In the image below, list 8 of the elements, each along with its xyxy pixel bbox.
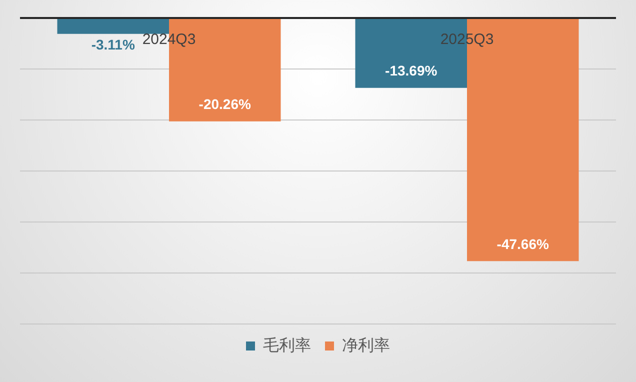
data-label: -47.66% [496, 236, 550, 252]
legend-label: 净利率 [342, 336, 390, 354]
x-tick-label: 2024Q3 [142, 31, 196, 48]
legend-label: 毛利率 [263, 336, 311, 354]
data-label: -20.26% [198, 96, 252, 112]
data-label: -3.11% [91, 36, 136, 53]
x-tick-label: 2025Q3 [440, 31, 494, 48]
data-label: -13.69% [385, 62, 438, 79]
